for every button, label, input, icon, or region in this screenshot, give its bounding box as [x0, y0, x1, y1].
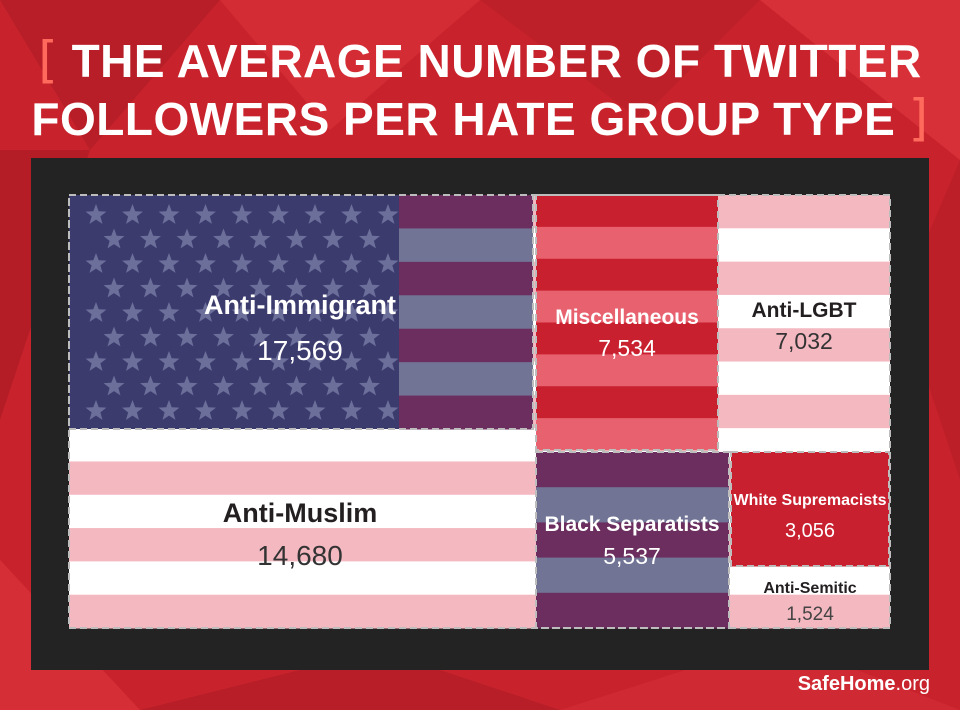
credit-brand: SafeHome [797, 673, 896, 695]
label-white-supremacists: White Supremacists [734, 492, 887, 509]
title-text-1: THE AVERAGE NUMBER OF TWITTER [71, 35, 922, 87]
chart-title-line-2: FOLLOWERS PER HATE GROUP TYPE ] [0, 92, 960, 145]
tile-black-separatists [536, 452, 729, 629]
label-miscellaneous: Miscellaneous [555, 306, 699, 329]
tile-anti-immigrant [69, 195, 533, 430]
label-anti-muslim: Anti-Muslim [223, 498, 378, 528]
tile-white-supremacists [731, 452, 889, 567]
source-credit: SafeHome.org [798, 673, 930, 696]
value-anti-muslim: 14,680 [257, 540, 343, 571]
value-anti-lgbt: 7,032 [775, 328, 833, 354]
label-anti-semitic: Anti-Semitic [763, 580, 856, 597]
value-white-supremacists: 3,056 [785, 520, 835, 542]
outline-black-separatists [535, 451, 730, 629]
label-anti-immigrant: Anti-Immigrant [204, 290, 396, 320]
credit-domain: .org [895, 673, 930, 695]
close-bracket: ] [908, 89, 929, 147]
stars-field [85, 204, 399, 420]
value-miscellaneous: 7,534 [598, 335, 656, 361]
outline-anti-immigrant [68, 194, 534, 430]
title-text-2: FOLLOWERS PER HATE GROUP TYPE [31, 93, 896, 145]
value-anti-semitic: 1,524 [786, 604, 834, 625]
outline-miscellaneous [535, 194, 719, 451]
label-black-separatists: Black Separatists [544, 513, 719, 536]
tile-miscellaneous [536, 195, 718, 451]
value-black-separatists: 5,537 [603, 543, 661, 569]
open-bracket: [ [38, 31, 59, 89]
value-anti-immigrant: 17,569 [257, 335, 343, 366]
chart-title-line-1: [ THE AVERAGE NUMBER OF TWITTER [0, 34, 960, 87]
outline-white-supremacists [730, 451, 890, 567]
label-anti-lgbt: Anti-LGBT [752, 299, 857, 322]
